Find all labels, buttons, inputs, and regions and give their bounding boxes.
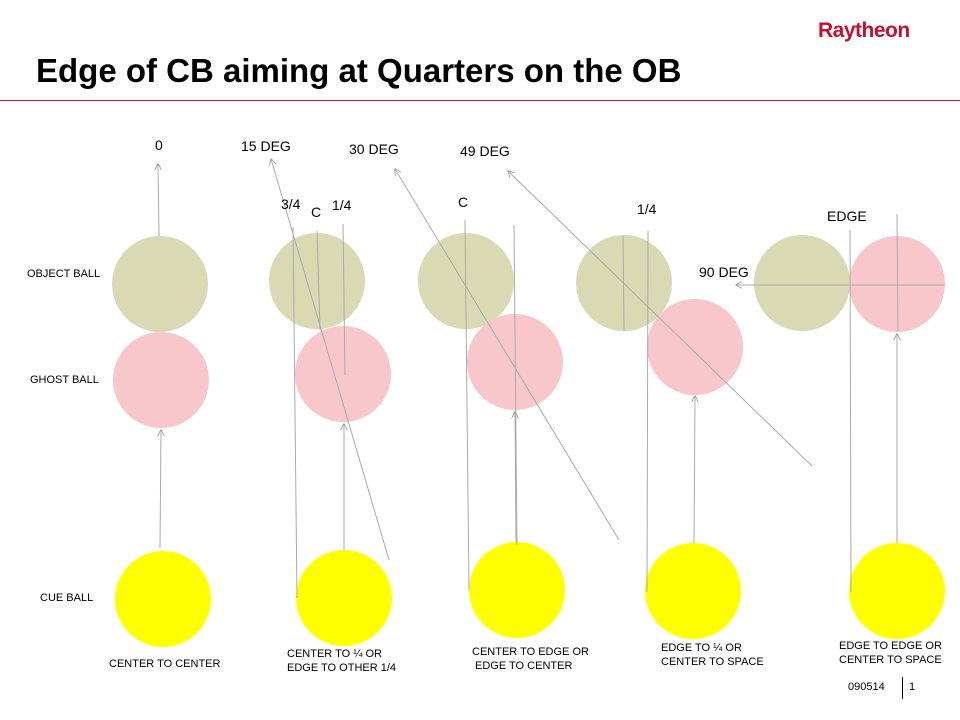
caption-3: CENTER TO EDGE OR EDGE TO CENTER xyxy=(472,645,589,673)
angle-label-30: 30 DEG xyxy=(349,141,399,157)
footer-divider xyxy=(902,677,903,699)
caption-5: EDGE TO EDGE OR CENTER TO SPACE xyxy=(839,639,942,667)
aim-arrow-1 xyxy=(160,430,161,549)
shot-arrow-30deg xyxy=(395,169,620,541)
quarter-line-1-4 xyxy=(342,223,346,376)
caption-2-line-1: CENTER TO ¼ OR xyxy=(287,648,382,660)
aim-arrow-4 xyxy=(694,396,695,544)
shot-arrow-0deg xyxy=(158,164,159,237)
caption-1: CENTER TO CENTER xyxy=(109,657,220,671)
quarter-line-3-4 xyxy=(292,226,298,599)
marker-edge: EDGE xyxy=(827,208,867,224)
angle-label-0: 0 xyxy=(155,137,163,153)
center-line-2 xyxy=(316,230,321,331)
row-label-cue-ball: CUE BALL xyxy=(40,592,94,604)
caption-1-line-1: CENTER TO CENTER xyxy=(109,658,221,670)
ghost-ball-2 xyxy=(295,326,391,422)
edge-line-3 xyxy=(513,224,518,546)
caption-4-line-1: EDGE TO ¼ OR xyxy=(661,642,742,654)
caption-5-line-2: CENTER TO SPACE xyxy=(839,654,942,666)
caption-2: CENTER TO ¼ OR EDGE TO OTHER 1/4 xyxy=(287,647,396,675)
raytheon-logo: Raytheon xyxy=(818,19,910,42)
caption-2-line-2: EDGE TO OTHER 1/4 xyxy=(287,662,397,674)
cue-ball-2 xyxy=(296,550,392,646)
marker-quarter-2: 1/4 xyxy=(332,197,352,213)
aim-arrow-3 xyxy=(515,412,516,543)
title-rule xyxy=(0,100,960,101)
cue-ball-4 xyxy=(645,543,741,639)
caption-4: EDGE TO ¼ OR CENTER TO SPACE xyxy=(661,641,764,669)
edge-line-5b xyxy=(896,213,899,332)
ghost-ball-5 xyxy=(849,236,945,332)
caption-3-line-1: CENTER TO EDGE OR xyxy=(472,646,589,658)
cue-ball-1 xyxy=(115,551,211,647)
angle-label-49: 49 DEG xyxy=(460,143,510,159)
object-ball-5 xyxy=(754,235,850,331)
marker-three-quarter: 3/4 xyxy=(281,196,301,212)
caption-3-line-2: EDGE TO CENTER xyxy=(475,660,573,672)
angle-label-15: 15 DEG xyxy=(241,138,291,154)
cue-ball-3 xyxy=(469,542,565,638)
marker-quarter-4: 1/4 xyxy=(637,201,657,217)
marker-center-3: C xyxy=(458,194,469,210)
ghost-ball-4 xyxy=(647,299,743,395)
caption-4-line-2: CENTER TO SPACE xyxy=(661,656,764,668)
center-line-3 xyxy=(464,219,470,591)
caption-5-line-1: EDGE TO EDGE OR xyxy=(839,640,942,652)
edge-line-5a xyxy=(849,229,852,593)
marker-center-2: C xyxy=(311,204,322,220)
slide-title: Edge of CB aiming at Quarters on the OB xyxy=(36,52,682,89)
angle-label-90: 90 DEG xyxy=(699,264,749,280)
quarter-line-4 xyxy=(646,230,649,593)
row-label-object-ball: OBJECT BALL xyxy=(27,268,101,280)
page-number: 1 xyxy=(909,681,916,693)
cue-ball-5 xyxy=(849,543,945,639)
shot-arrow-15deg xyxy=(271,159,390,561)
footer-code: 090514 xyxy=(848,681,885,693)
row-label-ghost-ball: GHOST BALL xyxy=(30,374,99,386)
object-ball-1 xyxy=(112,236,208,332)
shot-arrow-49deg xyxy=(508,171,813,467)
ghost-ball-1 xyxy=(113,332,209,428)
